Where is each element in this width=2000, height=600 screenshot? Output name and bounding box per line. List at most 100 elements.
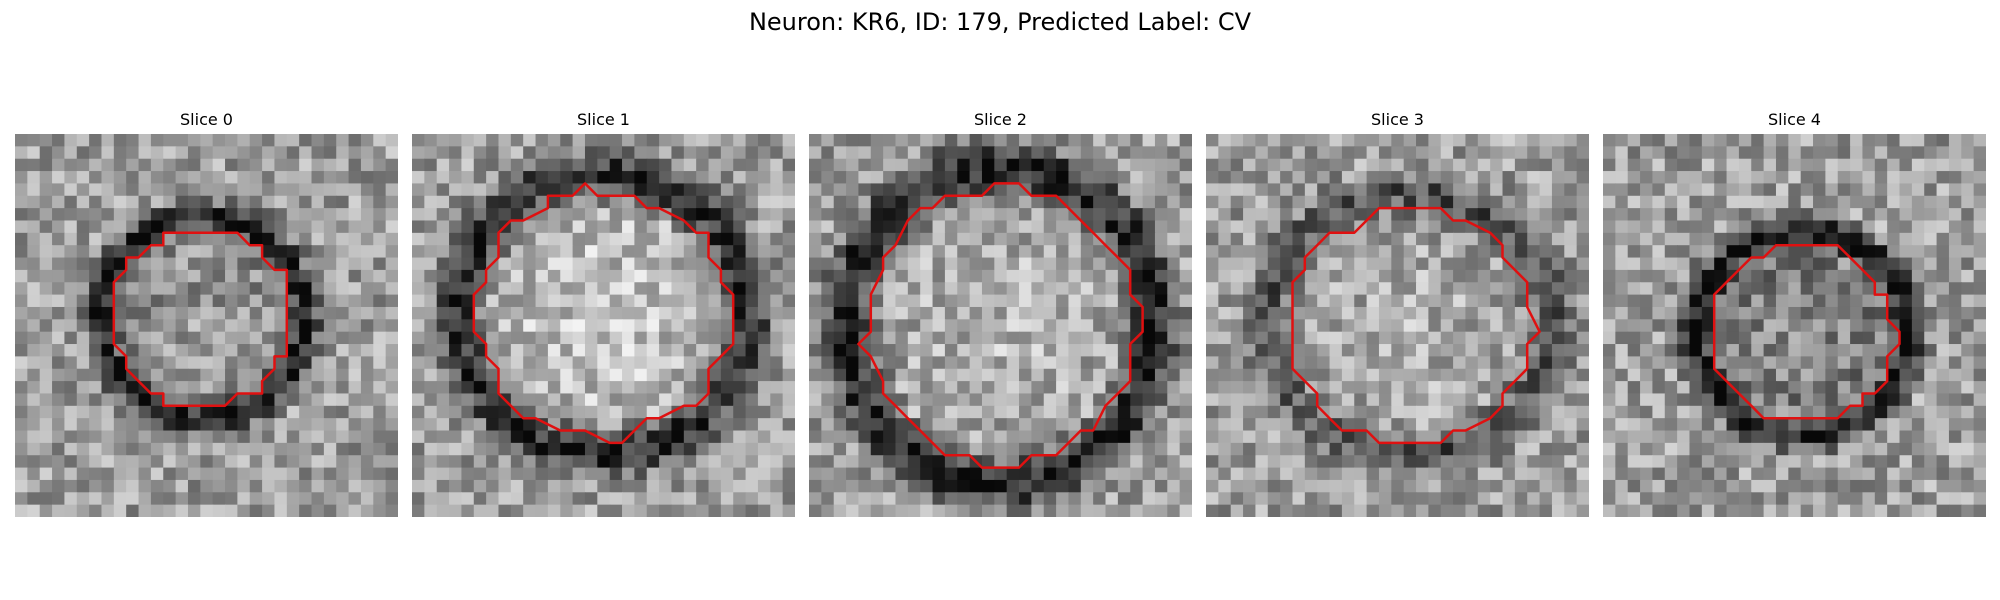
image-pixel (833, 479, 847, 493)
image-pixel (659, 294, 673, 308)
image-pixel (1936, 455, 1950, 469)
image-pixel (1551, 269, 1565, 283)
image-pixel (424, 418, 438, 432)
image-pixel (1080, 146, 1094, 160)
image-pixel (1887, 146, 1901, 160)
image-pixel (1267, 331, 1281, 345)
image-pixel (1924, 294, 1938, 308)
image-pixel (1465, 195, 1479, 209)
image-pixel (1689, 455, 1703, 469)
image-pixel (981, 257, 995, 271)
image-pixel (572, 418, 586, 432)
image-pixel (1775, 405, 1789, 419)
image-pixel (323, 504, 337, 517)
image-pixel (64, 405, 78, 419)
image-pixel (634, 319, 648, 333)
image-pixel (1813, 368, 1826, 382)
image-pixel (1887, 368, 1901, 382)
image-pixel (385, 195, 398, 209)
image-pixel (1813, 245, 1826, 259)
image-pixel (237, 418, 251, 432)
image-pixel (1403, 467, 1417, 481)
image-pixel (89, 146, 103, 160)
image-pixel (584, 146, 598, 160)
image-pixel (733, 455, 747, 469)
image-pixel (535, 195, 549, 209)
image-pixel (1874, 208, 1888, 222)
image-pixel (1763, 381, 1777, 395)
image-pixel (510, 393, 524, 407)
image-pixel (1068, 368, 1082, 382)
image-pixel (1664, 158, 1678, 172)
image-pixel (1652, 467, 1666, 481)
image-pixel (27, 146, 41, 160)
image-pixel (1911, 492, 1925, 506)
image-pixel (1378, 220, 1392, 234)
image-pixel (1527, 158, 1541, 172)
image-pixel (1850, 356, 1864, 370)
image-pixel (1514, 282, 1528, 296)
image-pixel (597, 294, 611, 308)
image-pixel (1031, 405, 1045, 419)
image-pixel (1911, 319, 1925, 333)
image-pixel (720, 134, 734, 147)
image-pixel (1366, 306, 1380, 320)
image-pixel (846, 146, 860, 160)
image-pixel (1527, 405, 1541, 419)
image-pixel (1117, 294, 1131, 308)
image-pixel (1056, 171, 1070, 185)
image-pixel (1292, 393, 1306, 407)
image-pixel (101, 455, 115, 469)
image-pixel (1230, 442, 1244, 456)
image-pixel (373, 405, 387, 419)
image-pixel (1391, 134, 1405, 147)
image-pixel (1936, 282, 1950, 296)
slice-panel-0: Slice 0 (15, 108, 398, 517)
image-pixel (52, 405, 66, 419)
image-pixel (1576, 455, 1589, 469)
image-pixel (1130, 356, 1144, 370)
image-pixel (1775, 368, 1789, 382)
image-pixel (1006, 269, 1020, 283)
image-pixel (1080, 344, 1094, 357)
image-pixel (1354, 245, 1368, 259)
image-pixel (473, 294, 487, 308)
image-pixel (449, 208, 463, 222)
image-pixel (1378, 368, 1392, 382)
image-pixel (944, 479, 958, 493)
image-pixel (175, 257, 189, 271)
image-pixel (412, 344, 425, 357)
image-pixel (1068, 195, 1082, 209)
image-pixel (858, 479, 872, 493)
image-pixel (1130, 183, 1144, 197)
image-pixel (1813, 282, 1826, 296)
image-pixel (274, 393, 288, 407)
image-pixel (1391, 195, 1405, 209)
image-pixel (1603, 430, 1616, 444)
image-pixel (1243, 344, 1257, 357)
image-pixel (412, 294, 425, 308)
image-pixel (994, 455, 1008, 469)
image-pixel (1329, 146, 1343, 160)
image-pixel (883, 442, 897, 456)
image-pixel (1677, 146, 1691, 160)
image-pixel (1167, 294, 1181, 308)
image-pixel (1230, 467, 1244, 481)
image-pixel (1391, 356, 1405, 370)
image-pixel (1726, 331, 1740, 345)
image-pixel (323, 356, 337, 370)
image-pixel (286, 331, 300, 345)
image-pixel (187, 257, 201, 271)
image-pixel (870, 467, 884, 481)
image-pixel (1490, 158, 1504, 172)
image-pixel (1019, 158, 1032, 172)
image-pixel (1218, 331, 1232, 345)
image-pixel (572, 455, 586, 469)
image-pixel (634, 282, 648, 296)
image-pixel (412, 269, 425, 283)
image-pixel (1179, 455, 1192, 469)
image-pixel (883, 356, 897, 370)
image-pixel (1031, 331, 1045, 345)
image-pixel (1179, 467, 1192, 481)
image-pixel (1130, 269, 1144, 283)
